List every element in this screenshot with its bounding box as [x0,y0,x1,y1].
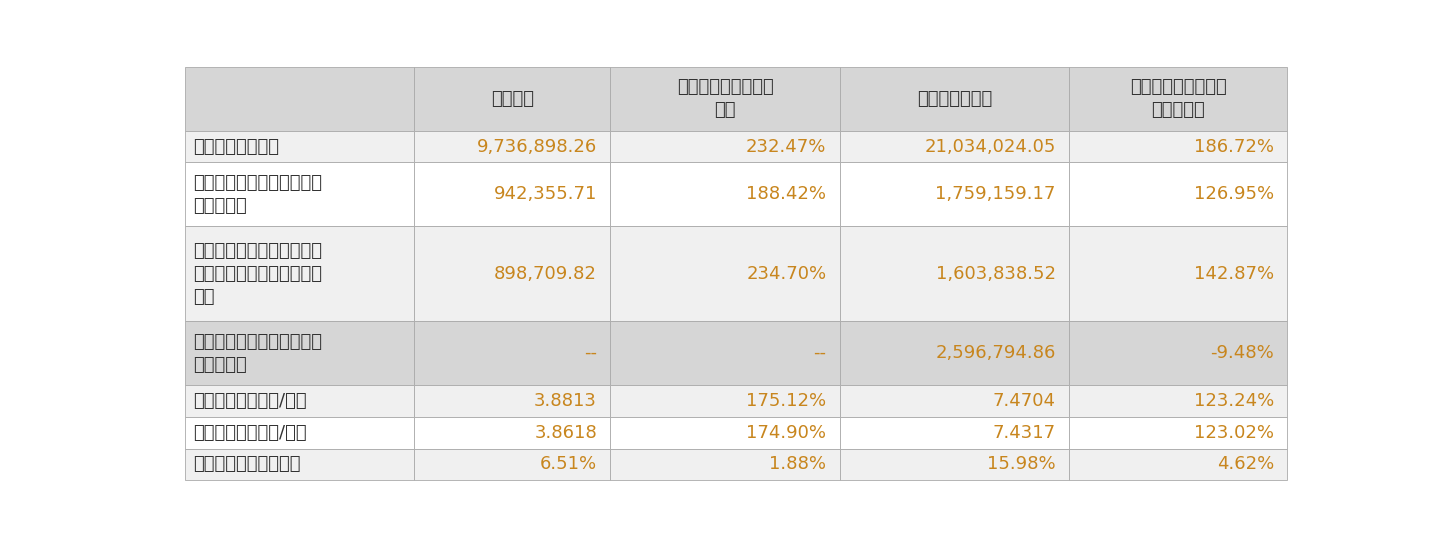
Text: 7.4704: 7.4704 [993,392,1056,410]
Bar [185,163,414,226]
Text: 营业收入（万元）: 营业收入（万元） [193,138,279,156]
Bar [1069,226,1287,321]
Text: 21,034,024.05: 21,034,024.05 [924,138,1056,156]
Bar [610,417,840,449]
Text: 123.02%: 123.02% [1194,424,1274,442]
Text: --: -- [585,344,598,362]
Bar [610,385,840,417]
Text: 942,355.71: 942,355.71 [493,185,598,203]
Text: 1,759,159.17: 1,759,159.17 [936,185,1056,203]
Text: 232.47%: 232.47% [747,138,827,156]
Bar [1069,321,1287,385]
Text: 15.98%: 15.98% [987,455,1056,473]
Bar [414,321,610,385]
Text: 186.72%: 186.72% [1194,138,1274,156]
Bar [414,385,610,417]
Bar [414,417,610,449]
Text: 126.95%: 126.95% [1194,185,1274,203]
Text: 175.12%: 175.12% [747,392,827,410]
Bar [840,417,1069,449]
Bar [610,131,840,163]
Text: 加权平均净资产收益率: 加权平均净资产收益率 [193,455,301,473]
Bar [414,131,610,163]
Bar [185,67,414,131]
Text: 188.42%: 188.42% [747,185,827,203]
Bar [185,417,414,449]
Text: 本报告期比上年同期
增减: 本报告期比上年同期 增减 [676,79,774,119]
Bar [610,321,840,385]
Bar [840,449,1069,480]
Bar [610,226,840,321]
Bar [185,449,414,480]
Text: 123.24%: 123.24% [1194,392,1274,410]
Text: 3.8813: 3.8813 [535,392,598,410]
Text: 898,709.82: 898,709.82 [494,264,598,283]
Bar [610,449,840,480]
Bar [1069,385,1287,417]
Bar [1069,163,1287,226]
Bar [840,131,1069,163]
Bar [610,67,840,131]
Text: 年初至报告期末比上
年同期增减: 年初至报告期末比上 年同期增减 [1131,79,1227,119]
Bar [185,226,414,321]
Bar [414,163,610,226]
Bar [1069,417,1287,449]
Text: 基本每股收益（元/股）: 基本每股收益（元/股） [193,392,307,410]
Text: 归属于上市公司股东的扬除
非经常性损益的净利润（万
元）: 归属于上市公司股东的扬除 非经常性损益的净利润（万 元） [193,242,322,306]
Bar [185,131,414,163]
Text: 年初至报告期末: 年初至报告期末 [917,90,992,108]
Text: 4.62%: 4.62% [1217,455,1274,473]
Bar [840,385,1069,417]
Text: 2,596,794.86: 2,596,794.86 [936,344,1056,362]
Bar [610,163,840,226]
Text: 234.70%: 234.70% [747,264,827,283]
Text: 3.8618: 3.8618 [535,424,598,442]
Bar [185,321,414,385]
Text: 稀释每股收益（元/股）: 稀释每股收益（元/股） [193,424,307,442]
Bar [185,385,414,417]
Text: 1.88%: 1.88% [770,455,827,473]
Bar [1069,449,1287,480]
Bar [1069,131,1287,163]
Text: 经营活动产生的现金流量净
额（万元）: 经营活动产生的现金流量净 额（万元） [193,333,322,373]
Text: 174.90%: 174.90% [747,424,827,442]
Text: -9.48%: -9.48% [1211,344,1274,362]
Text: 9,736,898.26: 9,736,898.26 [477,138,598,156]
Bar [414,449,610,480]
Text: --: -- [814,344,827,362]
Bar [840,321,1069,385]
Text: 本报告期: 本报告期 [490,90,533,108]
Text: 142.87%: 142.87% [1194,264,1274,283]
Bar [840,226,1069,321]
Bar [840,163,1069,226]
Bar [1069,67,1287,131]
Bar [414,67,610,131]
Bar [414,226,610,321]
Text: 7.4317: 7.4317 [993,424,1056,442]
Text: 1,603,838.52: 1,603,838.52 [936,264,1056,283]
Text: 6.51%: 6.51% [540,455,598,473]
Text: 归属于上市公司股东的净利
润（万元）: 归属于上市公司股东的净利 润（万元） [193,174,322,215]
Bar [840,67,1069,131]
